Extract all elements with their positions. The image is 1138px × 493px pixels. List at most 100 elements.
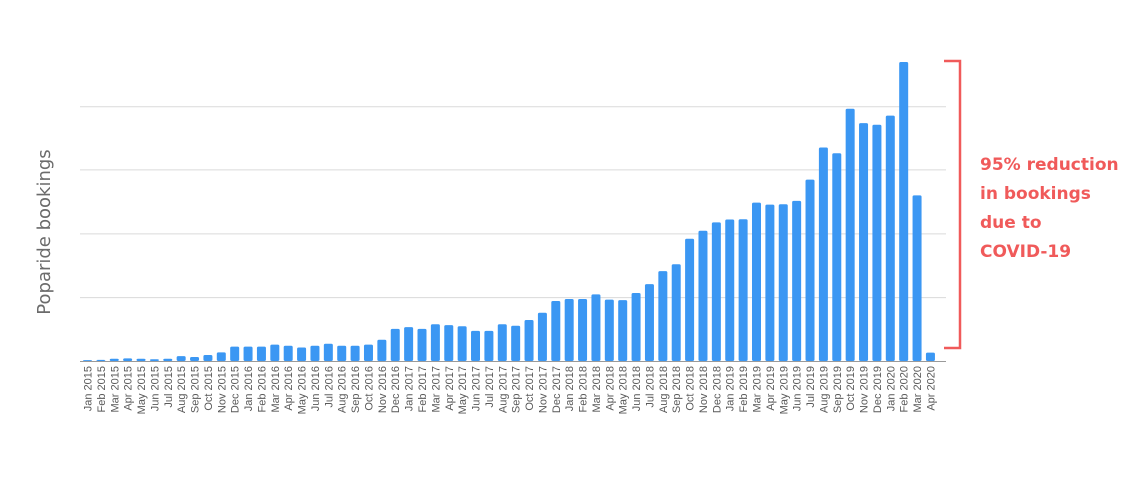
bar xyxy=(377,339,387,361)
bar xyxy=(163,358,173,361)
bar xyxy=(310,345,320,361)
x-tick-label: Apr 2020 xyxy=(925,366,937,411)
x-tick-label: Dec 2018 xyxy=(711,366,723,413)
bar xyxy=(711,222,721,361)
x-tick-label: Jun 2017 xyxy=(471,366,483,411)
bar xyxy=(537,312,547,361)
bar xyxy=(283,345,293,361)
annotation-line: COVID-19 xyxy=(980,242,1072,262)
bar xyxy=(578,299,588,361)
x-tick-label: Jun 2016 xyxy=(310,366,322,411)
bar xyxy=(685,238,695,361)
x-tick-label: Mar 2017 xyxy=(430,366,442,412)
bar xyxy=(859,123,869,361)
x-tick-label: Jul 2018 xyxy=(644,366,656,408)
x-tick-label: Jan 2018 xyxy=(564,366,576,411)
x-tick-label: Mar 2020 xyxy=(912,366,924,412)
bar xyxy=(270,344,280,361)
bar xyxy=(430,324,440,361)
x-tick-label: Feb 2017 xyxy=(417,366,429,412)
bar xyxy=(591,294,601,361)
bar xyxy=(390,328,400,361)
x-tick-label: Sep 2019 xyxy=(832,366,844,413)
x-tick-label: Jul 2016 xyxy=(323,366,335,408)
bar xyxy=(845,108,855,361)
bar xyxy=(872,124,882,361)
bar xyxy=(644,284,654,361)
x-tick-label: Nov 2017 xyxy=(537,366,549,413)
bar xyxy=(96,359,106,361)
x-tick-label: Nov 2019 xyxy=(859,366,871,413)
x-tick-label: Oct 2019 xyxy=(845,366,857,411)
bar xyxy=(363,344,373,361)
bar xyxy=(190,356,200,361)
bar xyxy=(511,325,521,361)
x-tick-label: Feb 2018 xyxy=(578,366,590,412)
bar xyxy=(471,330,481,361)
bar xyxy=(123,358,133,361)
covid-annotation: 95% reduction in bookings due to COVID-1… xyxy=(980,151,1135,267)
bar xyxy=(136,358,146,361)
x-tick-label: Mar 2019 xyxy=(752,366,764,412)
bar xyxy=(698,230,708,361)
bar xyxy=(925,352,935,361)
x-tick-label: Feb 2016 xyxy=(256,366,268,412)
bar xyxy=(792,200,802,361)
bar xyxy=(230,346,240,361)
x-tick-label: Jan 2020 xyxy=(885,366,897,411)
bar xyxy=(323,343,333,361)
x-tick-label: Nov 2016 xyxy=(377,366,389,413)
bar xyxy=(337,345,347,361)
x-tick-label: Aug 2018 xyxy=(658,366,670,413)
x-tick-label: Oct 2017 xyxy=(524,366,536,411)
bar xyxy=(778,204,788,361)
x-tick-label: Dec 2016 xyxy=(390,366,402,413)
bar xyxy=(899,61,909,361)
x-tick-label: Apr 2015 xyxy=(123,366,135,411)
x-tick-label: May 2018 xyxy=(618,366,630,414)
bar xyxy=(671,264,681,361)
x-tick-label: Apr 2017 xyxy=(444,366,456,411)
x-tick-label: Jun 2015 xyxy=(149,366,161,411)
bar xyxy=(818,147,828,361)
x-tick-label: Mar 2015 xyxy=(109,366,121,412)
bar xyxy=(832,153,842,361)
bar xyxy=(725,219,735,361)
bar xyxy=(631,292,641,361)
bar xyxy=(243,346,253,361)
bar xyxy=(109,358,119,361)
x-tick-label: May 2019 xyxy=(778,366,790,414)
x-tick-label: Aug 2017 xyxy=(497,366,509,413)
reduction-bracket xyxy=(944,59,962,350)
bar xyxy=(604,299,614,361)
x-tick-label: Sep 2018 xyxy=(671,366,683,413)
bar xyxy=(658,271,668,361)
bar xyxy=(176,356,186,361)
bar xyxy=(618,300,628,361)
x-tick-label: Sep 2017 xyxy=(511,366,523,413)
bar xyxy=(484,330,494,361)
x-tick-label: Sep 2015 xyxy=(190,366,202,413)
gridlines xyxy=(80,106,946,299)
x-tick-label: Jan 2017 xyxy=(404,366,416,411)
bar xyxy=(805,179,815,361)
bar xyxy=(350,345,360,361)
x-tick-label: May 2015 xyxy=(136,366,148,414)
bar xyxy=(885,115,895,361)
bar xyxy=(738,219,748,361)
bar xyxy=(203,354,213,361)
bar xyxy=(417,328,427,361)
bar xyxy=(551,301,561,361)
x-tick-label: Jul 2019 xyxy=(805,366,817,408)
bar xyxy=(256,346,266,361)
annotation-line: due to xyxy=(980,213,1042,233)
x-tick-label: Feb 2020 xyxy=(899,366,911,412)
x-tick-label: Jan 2015 xyxy=(83,366,95,411)
y-axis-label: Poparide bookings xyxy=(34,149,55,314)
x-tick-label: Apr 2018 xyxy=(604,366,616,411)
x-tick-label: Dec 2015 xyxy=(230,366,242,413)
bar xyxy=(564,299,574,361)
bars xyxy=(83,61,935,362)
bar xyxy=(524,319,534,361)
